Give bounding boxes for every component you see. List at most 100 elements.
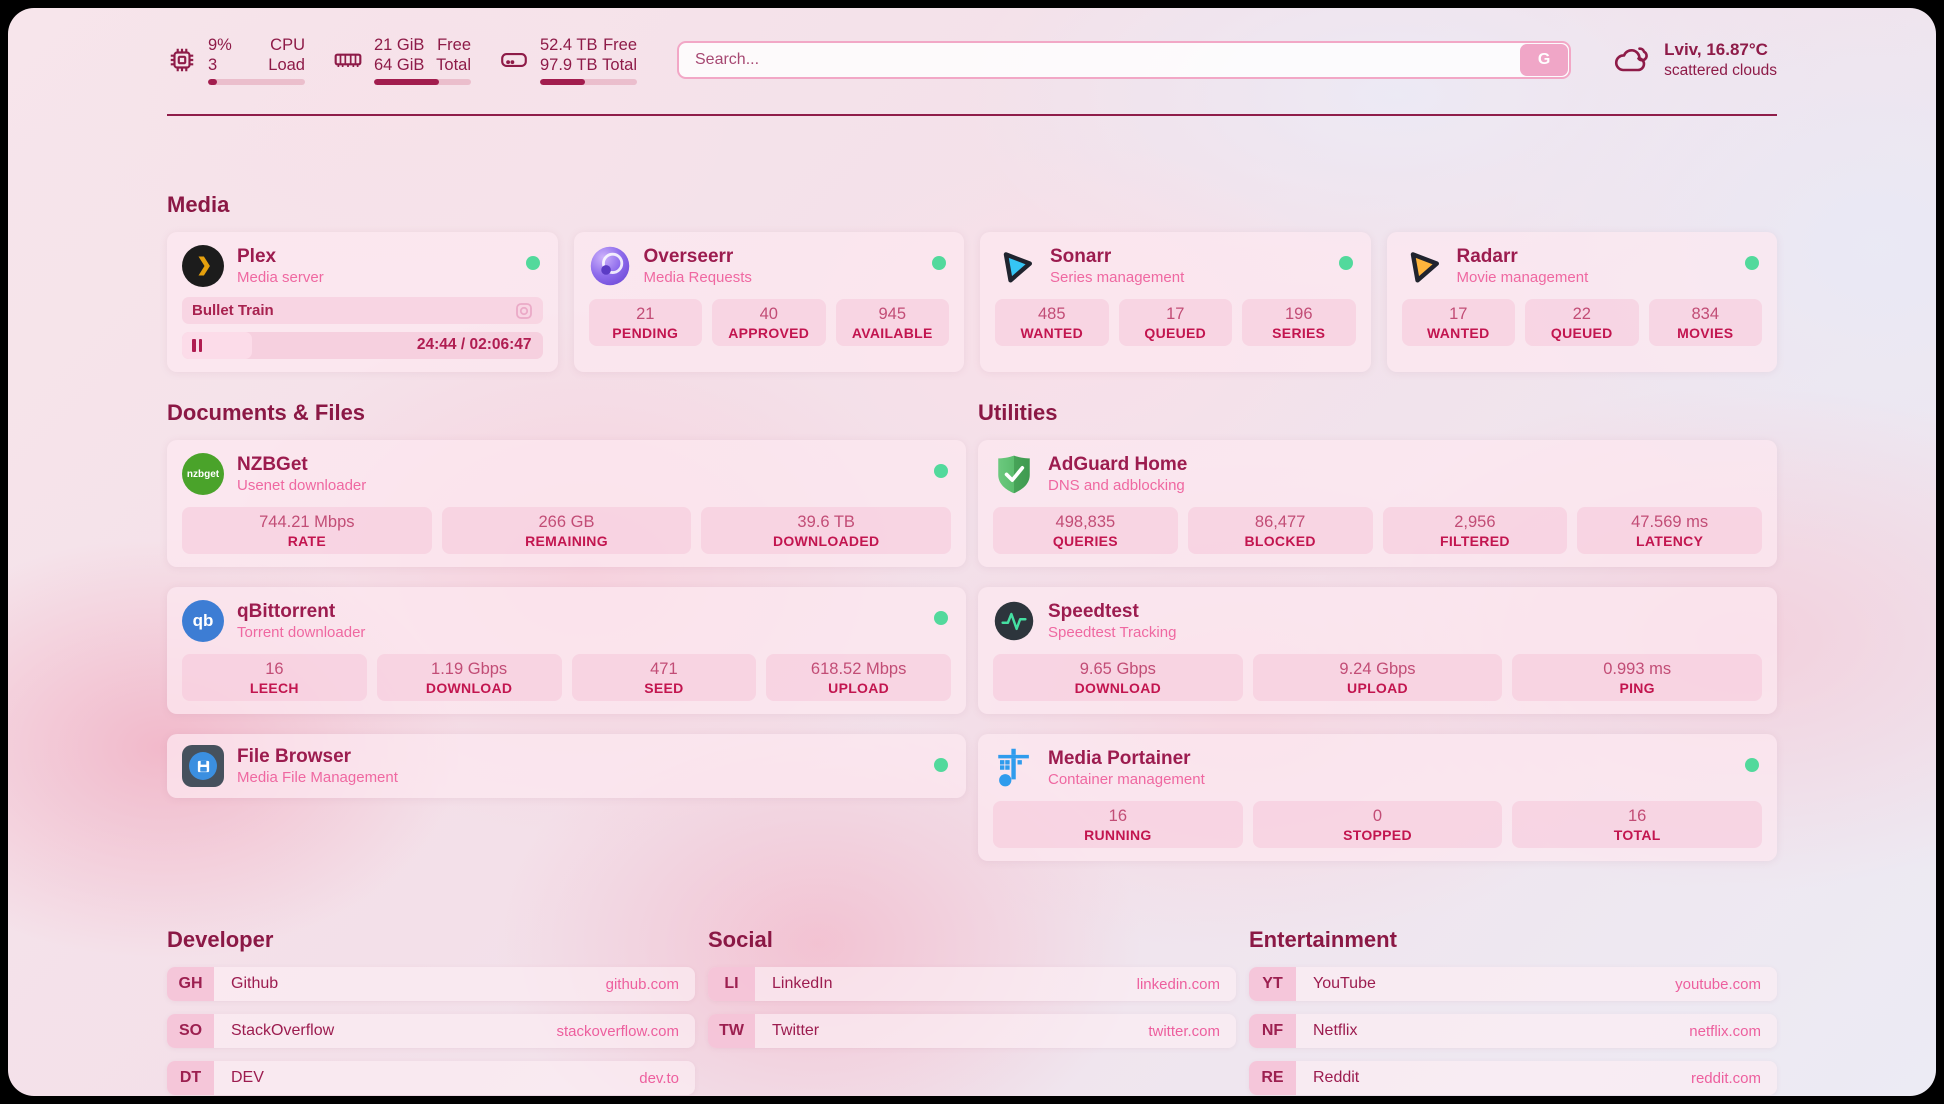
nzbget-icon: nzbget [182, 453, 224, 495]
stat-value: 9.24 Gbps [1339, 659, 1416, 678]
memory-stat: 21 GiB 64 GiB Free Total [333, 35, 471, 86]
stat-label: WANTED [1020, 324, 1083, 341]
pause-icon[interactable] [192, 339, 202, 352]
link-name: LinkedIn [772, 975, 833, 992]
stat-label: PING [1619, 679, 1655, 696]
disk-progress-bar [540, 79, 637, 86]
playback-time: 24:44 / 02:06:47 [416, 336, 532, 353]
stat-value: 834 [1691, 304, 1720, 323]
disk-icon [501, 53, 527, 67]
card-sonarr[interactable]: Sonarr Series management 485 WANTED 17 Q… [980, 232, 1371, 372]
cpu-stat: 9% 3 CPU Load [167, 35, 305, 86]
card-qbittorrent[interactable]: qb qBittorrent Torrent downloader 16 [167, 587, 966, 714]
app-subtitle: Container management [1048, 771, 1205, 789]
status-dot [1338, 256, 1353, 270]
stat-tile: 945 AVAILABLE [835, 299, 949, 346]
card-filebrowser[interactable]: File Browser Media File Management [167, 734, 966, 798]
status-dot [1745, 256, 1759, 270]
stat-tile: 86,477 BLOCKED [1187, 507, 1373, 554]
stat-tile: 21 PENDING [588, 299, 702, 346]
stat-value: 471 [650, 659, 678, 678]
link-url: twitter.com [1148, 1022, 1220, 1040]
card-adguard[interactable]: AdGuard Home DNS and adblocking 498,835 … [978, 440, 1777, 567]
stat-value: 16 [1627, 806, 1647, 825]
link-stackoverflow[interactable]: SO StackOverflow stackoverflow.com [167, 1014, 695, 1048]
link-linkedin[interactable]: LI LinkedIn linkedin.com [708, 967, 1236, 1001]
status-dot [1745, 758, 1759, 772]
app-subtitle: Media server [237, 269, 324, 287]
stat-value: 945 [878, 304, 907, 323]
weather-location: Lviv, 16.87°C [1664, 40, 1768, 59]
stat-tile: 196 SERIES [1242, 299, 1356, 346]
link-url: youtube.com [1675, 975, 1761, 993]
stat-label: FILTERED [1439, 532, 1510, 549]
stat-value: 17 [1166, 304, 1185, 323]
overseerr-icon [589, 245, 631, 287]
disk-labels: Free Total [602, 35, 637, 74]
link-netflix[interactable]: NF Netflix netflix.com [1249, 1014, 1777, 1048]
ram-icon [334, 53, 362, 67]
qbittorrent-icon: qb [182, 600, 224, 642]
link-youtube[interactable]: YT YouTube youtube.com [1249, 967, 1777, 1001]
plex-icon [182, 245, 224, 287]
link-name: DEV [231, 1069, 264, 1086]
cpu-icon [170, 48, 194, 72]
link-github[interactable]: GH Github github.com [167, 967, 695, 1001]
card-radarr[interactable]: Radarr Movie management 17 WANTED 22 QUE… [1386, 232, 1777, 372]
media-cards: Plex Media server Bullet Train 24:44 / 0… [167, 232, 1777, 372]
link-abbr: SO [167, 1014, 214, 1048]
app-title: Plex [237, 245, 277, 267]
status-dot [934, 464, 948, 478]
card-speedtest[interactable]: Speedtest Speedtest Tracking 9.65 Gbps D… [978, 587, 1777, 714]
link-reddit[interactable]: RE Reddit reddit.com [1249, 1061, 1777, 1095]
link-abbr: GH [167, 967, 214, 1001]
weather-widget[interactable]: Lviv, 16.87°C scattered clouds [1613, 40, 1777, 80]
status-dot [932, 256, 946, 270]
card-plex[interactable]: Plex Media server Bullet Train 24:44 / 0… [167, 232, 558, 372]
stat-value: 485 [1037, 304, 1066, 323]
stat-label: BLOCKED [1244, 532, 1316, 549]
stat-tile: 0.993 ms PING [1512, 654, 1762, 701]
app-title: Sonarr [1050, 245, 1112, 267]
link-url: github.com [605, 975, 679, 993]
dashboard-screen: 9% 3 CPU Load [8, 8, 1936, 1096]
app-subtitle: Media Requests [643, 269, 752, 287]
stat-label: AVAILABLE [851, 324, 933, 341]
stat-label: REMAINING [525, 532, 608, 549]
section-heading-entertainment: Entertainment [1249, 927, 1397, 952]
stat-tile: 40 APPROVED [712, 299, 826, 346]
card-overseerr[interactable]: Overseerr Media Requests 21 PENDING 40 A… [573, 232, 964, 372]
sonarr-icon [995, 245, 1037, 287]
stat-value: 196 [1284, 304, 1313, 323]
status-dot [525, 256, 540, 270]
topbar-divider [167, 114, 1777, 116]
stat-value: 1.19 Gbps [431, 659, 508, 678]
stat-label: TOTAL [1613, 826, 1661, 843]
app-title: Overseerr [643, 245, 734, 267]
link-abbr: LI [708, 967, 755, 1001]
stat-label: QUERIES [1052, 532, 1118, 549]
documents-column: Documents & Files nzbget NZBGet Usenet d… [167, 400, 966, 798]
stat-label: LATENCY [1636, 532, 1704, 549]
link-twitter[interactable]: TW Twitter twitter.com [708, 1014, 1236, 1048]
stat-value: 22 [1572, 304, 1591, 323]
search-bar: G [677, 41, 1572, 79]
entertainment-column: Entertainment YT YouTube youtube.com NF … [1249, 927, 1777, 1095]
card-nzbget[interactable]: nzbget NZBGet Usenet downloader 744.21 M… [167, 440, 966, 567]
search-input[interactable] [677, 41, 1572, 79]
stat-label: UPLOAD [828, 679, 890, 696]
stat-tile: 744.21 Mbps RATE [182, 507, 432, 554]
stat-tile: 471 SEED [571, 654, 757, 701]
memory-values: 21 GiB 64 GiB [374, 35, 425, 74]
video-icon [515, 302, 532, 319]
card-portainer[interactable]: Media Portainer Container management 16 … [978, 734, 1777, 861]
stat-value: 0 [1372, 806, 1383, 825]
search-go-button[interactable]: G [1520, 44, 1569, 76]
app-subtitle: Torrent downloader [237, 624, 366, 642]
stat-label: APPROVED [728, 324, 810, 341]
section-heading-utilities: Utilities [978, 400, 1058, 425]
link-dev[interactable]: DT DEV dev.to [167, 1061, 695, 1095]
stat-tile: 834 MOVIES [1648, 299, 1762, 346]
now-playing-title: Bullet Train [192, 302, 274, 319]
link-name: Reddit [1313, 1069, 1360, 1086]
